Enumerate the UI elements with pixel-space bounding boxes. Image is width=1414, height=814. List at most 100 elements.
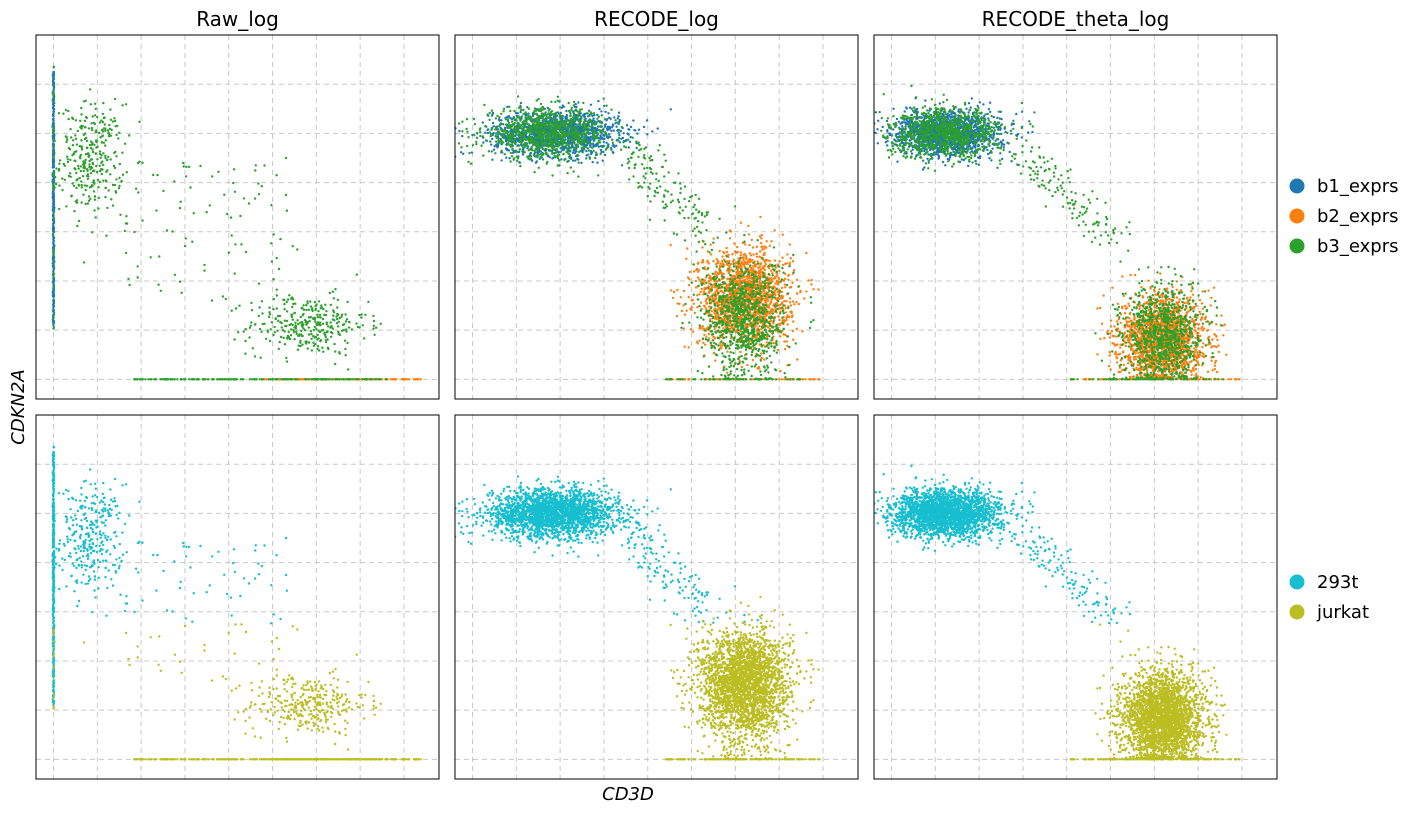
point-293t (52, 471, 55, 474)
point-b2-exprs (778, 260, 781, 263)
point-b1-exprs (593, 114, 596, 117)
point-b3-exprs (297, 334, 300, 337)
point-jurkat (292, 682, 295, 686)
point-jurkat (319, 720, 322, 723)
point-293t (106, 509, 110, 512)
point-jurkat (82, 641, 86, 644)
point-293t (70, 516, 73, 519)
point-jurkat (212, 758, 215, 761)
point-b1-exprs (613, 116, 616, 119)
point-b3-exprs (310, 332, 313, 336)
point-b3-exprs (52, 253, 55, 257)
point-b3-exprs (304, 342, 308, 345)
point-b3-exprs (85, 139, 89, 143)
point-293t (75, 523, 79, 526)
point-293t (58, 542, 61, 545)
point-293t (95, 550, 99, 554)
point-b2-exprs (701, 246, 704, 249)
point-jurkat (306, 727, 309, 730)
point-jurkat (294, 705, 298, 708)
point-b1-exprs (613, 145, 616, 149)
panel-recode-log-row1 (454, 34, 859, 400)
point-b3-exprs (111, 204, 115, 207)
point-b3-exprs (91, 141, 94, 145)
point-jurkat (408, 758, 411, 761)
point-b3-exprs (71, 144, 75, 147)
point-293t (104, 509, 107, 512)
point-b3-exprs (308, 341, 311, 344)
point-293t (91, 521, 94, 525)
point-b1-exprs (524, 114, 527, 118)
point-b3-exprs (274, 317, 277, 321)
point-jurkat (276, 758, 280, 761)
point-b3-exprs (199, 164, 202, 168)
point-b1-exprs (594, 153, 598, 157)
point-293t (55, 547, 58, 550)
point-b3-exprs (98, 180, 102, 184)
point-b1-exprs (603, 125, 607, 128)
point-b3-exprs (108, 123, 111, 127)
point-b1-exprs (592, 117, 595, 120)
point-b3-exprs (74, 137, 78, 140)
point-293t (137, 571, 140, 574)
point-b3-exprs (285, 356, 288, 360)
point-b2-exprs (742, 264, 746, 267)
point-293t (65, 516, 69, 519)
point-b3-exprs (104, 156, 107, 160)
point-293t (199, 544, 202, 548)
point-293t (86, 582, 90, 585)
point-b3-exprs (173, 273, 177, 276)
point-b1-exprs (506, 105, 509, 109)
point-b3-exprs (52, 99, 55, 102)
point-b3-exprs (69, 158, 72, 162)
point-b3-exprs (348, 321, 351, 324)
point-293t (68, 528, 72, 531)
point-jurkat (316, 713, 319, 717)
point-b3-exprs (296, 248, 299, 251)
point-b3-exprs (360, 316, 363, 319)
point-293t (73, 539, 76, 542)
point-jurkat (324, 720, 328, 724)
point-293t (92, 570, 96, 573)
point-jurkat (290, 677, 293, 680)
point-jurkat (330, 715, 333, 718)
point-293t (94, 487, 98, 490)
point-b3-exprs (104, 186, 107, 189)
point-b1-exprs (52, 239, 55, 243)
point-jurkat (52, 655, 55, 658)
point-b3-exprs (96, 115, 99, 119)
point-b3-exprs (61, 188, 64, 192)
point-b3-exprs (272, 233, 275, 236)
panel-frame (35, 414, 440, 780)
point-b1-exprs (52, 101, 55, 104)
point-jurkat (360, 758, 364, 761)
point-293t (284, 573, 288, 577)
point-293t (118, 511, 121, 514)
point-293t (100, 508, 104, 512)
point-b3-exprs (140, 378, 143, 381)
point-b3-exprs (372, 324, 375, 327)
point-jurkat (339, 758, 343, 761)
point-b3-exprs (97, 131, 101, 135)
point-jurkat (261, 702, 264, 706)
point-jurkat (340, 693, 344, 696)
point-b3-exprs (52, 91, 55, 94)
point-b1-exprs (599, 138, 602, 141)
point-jurkat (356, 758, 359, 761)
point-293t (106, 538, 109, 541)
point-293t (54, 562, 58, 566)
point-b3-exprs (372, 314, 375, 318)
point-jurkat (314, 722, 317, 726)
point-293t (84, 568, 87, 572)
point-b3-exprs (336, 298, 340, 301)
point-b3-exprs (303, 329, 307, 332)
point-jurkat (374, 706, 378, 709)
point-b3-exprs (358, 313, 361, 317)
point-293t (191, 620, 194, 623)
point-b3-exprs (275, 288, 278, 291)
point-jurkat (305, 684, 308, 687)
point-293t (108, 503, 111, 507)
point-jurkat (180, 671, 183, 674)
point-293t (84, 582, 87, 586)
point-293t (72, 564, 76, 568)
